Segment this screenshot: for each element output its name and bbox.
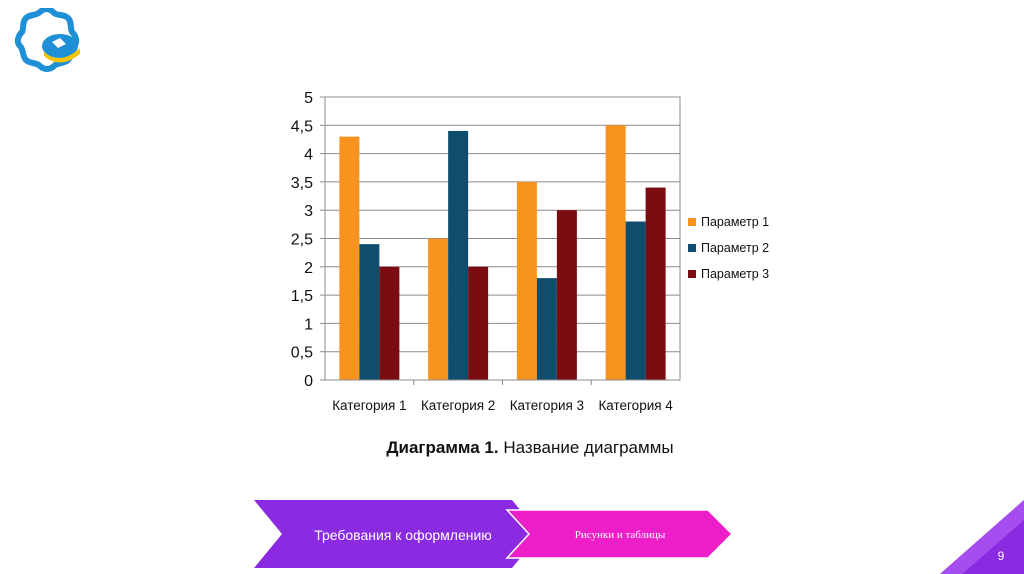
bar: [468, 266, 489, 380]
legend-label: Параметр 3: [701, 267, 769, 281]
bar: [339, 136, 360, 380]
legend-label: Параметр 2: [701, 241, 769, 255]
legend-swatch: [688, 270, 696, 278]
y-tick-label: 3,5: [291, 175, 313, 192]
x-tick-label: Категория 1: [332, 398, 406, 413]
legend-swatch: [688, 244, 696, 252]
bar: [448, 130, 469, 380]
y-tick-label: 0,5: [291, 345, 313, 362]
y-tick-label: 2,5: [291, 232, 313, 249]
caption-number: Диаграмма 1.: [386, 438, 499, 457]
nav-item-requirements[interactable]: [254, 500, 540, 568]
y-tick-label: 4,5: [291, 118, 313, 135]
caption-title: Название диаграммы: [498, 438, 674, 457]
bar-chart: 00,511,522,533,544,55 Категория 1 Категор…: [291, 90, 769, 413]
nav-item-requirements-label: Требования к оформлению: [314, 527, 492, 543]
page-number: 9: [998, 549, 1005, 563]
legend-swatch: [688, 218, 696, 226]
corner-decoration-highlight: [940, 500, 1024, 574]
nav-item-figures-tables[interactable]: [505, 509, 734, 559]
bar: [359, 244, 380, 380]
bar: [605, 125, 626, 380]
y-tick-label: 1,5: [291, 288, 313, 305]
y-tick-label: 2: [304, 260, 313, 277]
nav-item-figures-tables-label: Рисунки и таблицы: [575, 529, 666, 541]
y-tick-label: 5: [304, 90, 313, 107]
bar: [536, 278, 557, 380]
x-tick-label: Категория 3: [510, 398, 584, 413]
y-axis-ticks: 0 0,5 1 1,5 2 2,5 3 3,5 4 4,5 5: [291, 90, 325, 390]
footer-navigation: Требования к оформлению Рисунки и таблиц…: [254, 500, 1024, 574]
bar: [379, 266, 400, 380]
y-tick-label: 3: [304, 203, 313, 220]
bars: [339, 125, 666, 380]
x-tick-label: Категория 2: [421, 398, 495, 413]
bar: [428, 238, 449, 380]
y-tick-label: 0: [304, 373, 313, 390]
chart-caption: Диаграмма 1. Название диаграммы: [270, 438, 790, 458]
y-tick-label: 4: [304, 147, 313, 164]
logo-icon: [14, 8, 80, 72]
bar: [645, 187, 666, 380]
bar: [625, 221, 646, 380]
legend-label: Параметр 1: [701, 215, 769, 229]
legend: Параметр 1 Параметр 2 Параметр 3: [688, 215, 769, 281]
x-axis-ticks: Категория 1 Категория 2 Категория 3 Категор…: [332, 380, 673, 413]
x-tick-label: Категория 4: [598, 398, 673, 413]
bar: [556, 210, 577, 380]
y-tick-label: 1: [304, 316, 313, 333]
bar: [516, 181, 537, 380]
